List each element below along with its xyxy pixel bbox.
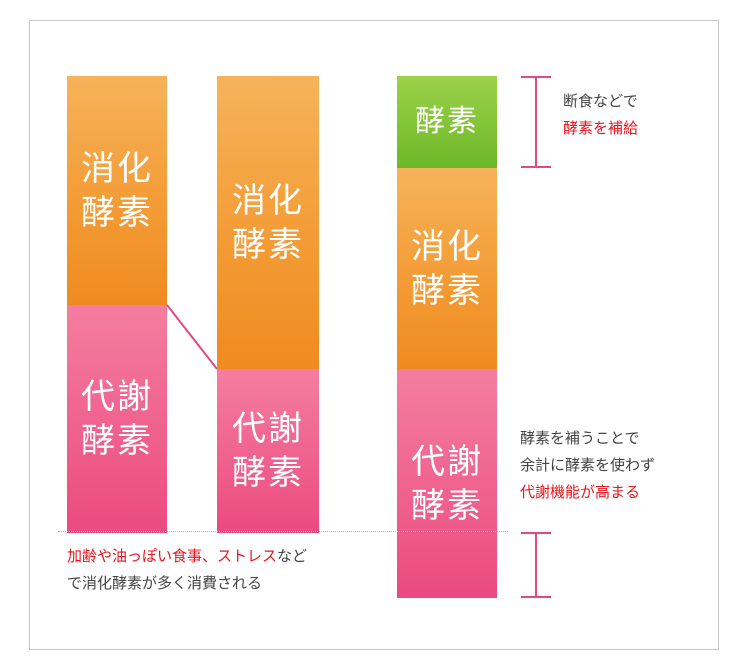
column2-metabolic-line2: 酵素	[232, 453, 304, 493]
supplement-note-line3: 代謝機能が高まる	[520, 483, 641, 501]
aging-note: 加齢や油っぽい食事、ストレスなど で消化酵素が多く消費される	[67, 543, 307, 597]
column1-metabolic-line1: 代謝	[81, 377, 153, 417]
column2-digestive-line2: 酵素	[232, 224, 304, 265]
supplement-note: 酵素を補うことで 余計に酵素を使わず 代謝機能が高まる	[520, 425, 655, 506]
aging-note-line1-end: など	[277, 547, 308, 565]
column3-metabolic-block: 代謝 酵素	[397, 369, 497, 598]
column2-digestive-line1: 消化	[232, 180, 304, 221]
fasting-note: 断食などで 酵素を補給	[563, 88, 638, 142]
fasting-note-line1: 断食などで	[563, 92, 638, 110]
column1-metabolic-block: 代謝 酵素	[67, 305, 167, 533]
column3-digestive-block: 消化 酵素	[397, 168, 497, 369]
column3-digestive-line1: 消化	[411, 226, 483, 267]
column2-digestive-block: 消化 酵素	[217, 76, 319, 369]
column3-enzyme-label: 酵素	[415, 104, 479, 139]
metabolic-gain-bracket	[521, 532, 551, 598]
column1-digestive-line2: 酵素	[81, 192, 153, 233]
column2-metabolic-line1: 代謝	[232, 409, 304, 449]
fasting-note-line2: 酵素を補給	[563, 119, 639, 137]
column3-metabolic-line2: 酵素	[411, 485, 483, 526]
column1-metabolic-line2: 酵素	[81, 421, 153, 461]
column3-digestive-line2: 酵素	[411, 270, 483, 311]
column1-digestive-line1: 消化	[81, 148, 153, 189]
supplement-note-line1: 酵素を補うことで	[520, 429, 640, 447]
column2-metabolic-block: 代謝 酵素	[217, 369, 319, 533]
column3-enzyme-block: 酵素	[397, 76, 497, 168]
column1-digestive-block: 消化 酵素	[67, 76, 167, 305]
aging-note-causes: 加齢や油っぽい食事、ストレス	[67, 547, 278, 565]
aging-note-line2: で消化酵素が多く消費される	[67, 574, 263, 592]
supplement-note-line2: 余計に酵素を使わず	[520, 456, 656, 474]
column3-metabolic-line1: 代謝	[411, 441, 483, 482]
fasting-bracket	[521, 76, 551, 168]
baseline-dotted-line	[58, 531, 508, 532]
